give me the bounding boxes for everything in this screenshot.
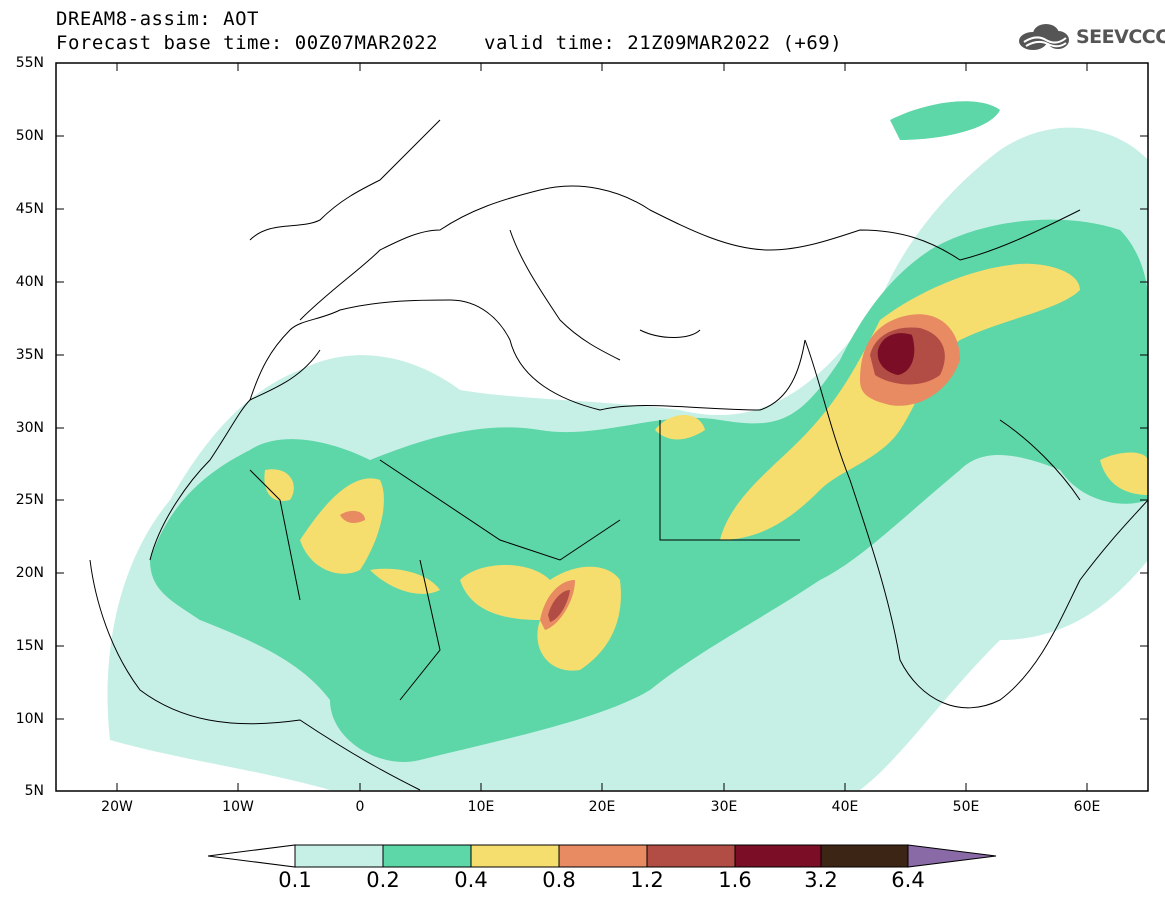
colorbar-under-arrow <box>207 844 296 868</box>
coastlines <box>89 119 1148 791</box>
chart-title: DREAM8-assim: AOT <box>56 8 259 30</box>
colorbar-label-1: 0.2 <box>366 868 400 892</box>
forecast-base-time: Forecast base time: 00Z07MAR2022 <box>56 32 439 54</box>
colorbar-over-arrow <box>907 844 997 868</box>
lat-label-25n: 25N <box>15 492 44 508</box>
logo-text: SEEVCCC <box>1076 26 1165 48</box>
lon-label-30e: 30E <box>710 799 738 815</box>
colorbar-swatch-4 <box>646 844 736 868</box>
lon-label-0: 0 <box>355 799 365 815</box>
colorbar-swatch-5 <box>734 844 822 868</box>
lat-label-55n: 55N <box>15 55 44 71</box>
cloud-icon <box>1019 24 1069 50</box>
colorbar-label-0: 0.1 <box>278 868 312 892</box>
colorbar-label-3: 0.8 <box>542 868 576 892</box>
lat-label-20n: 20N <box>15 565 44 581</box>
colorbar-label-6: 3.2 <box>804 868 838 892</box>
colorbar-swatch-6 <box>820 844 909 868</box>
colorbar-swatch-2 <box>470 844 560 868</box>
lon-ticks <box>116 63 1088 791</box>
lat-ticks <box>56 62 1148 720</box>
lon-label-40e: 40E <box>831 799 859 815</box>
lon-label-20e: 20E <box>588 799 616 815</box>
lat-label-45n: 45N <box>15 201 44 217</box>
colorbar-label-2: 0.4 <box>454 868 488 892</box>
lat-label-30n: 30N <box>15 420 44 436</box>
aot-contours <box>107 101 1148 791</box>
lat-label-35n: 35N <box>15 347 44 363</box>
lon-label-60e: 60E <box>1073 799 1101 815</box>
seevccc-logo: SEEVCCC <box>1016 22 1165 52</box>
lat-label-50n: 50N <box>15 128 44 144</box>
lat-label-10n: 10N <box>15 711 44 727</box>
lat-label-15n: 15N <box>15 638 44 654</box>
colorbar <box>207 844 997 868</box>
valid-time: valid time: 21Z09MAR2022 (+69) <box>484 32 843 54</box>
colorbar-swatch-3 <box>558 844 648 868</box>
lon-label-20w: 20W <box>101 799 133 815</box>
colorbar-swatch-1 <box>382 844 472 868</box>
lat-label-40n: 40N <box>15 274 44 290</box>
lon-label-10e: 10E <box>467 799 495 815</box>
lon-label-10w: 10W <box>222 799 254 815</box>
lat-label-5n: 5N <box>24 783 44 799</box>
colorbar-label-7: 6.4 <box>891 868 925 892</box>
colorbar-swatch-0 <box>294 844 384 868</box>
lon-label-50e: 50E <box>952 799 980 815</box>
colorbar-label-4: 1.2 <box>630 868 664 892</box>
colorbar-label-5: 1.6 <box>718 868 752 892</box>
